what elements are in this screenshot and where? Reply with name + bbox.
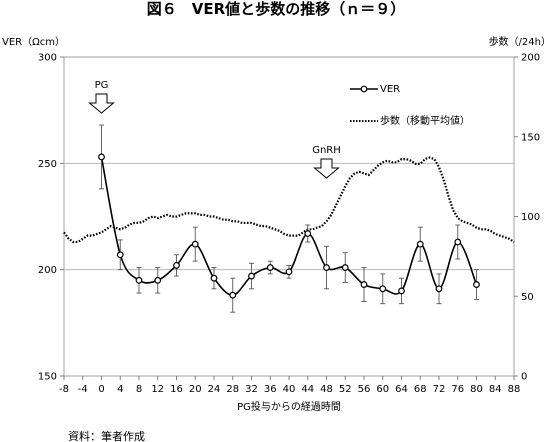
x-axis: -8 -4 0 4 8 12 16 20 24 28 32 36 40 44 48 52 56 60 64 68 72 7… <box>59 376 520 395</box>
x-tick-label: 88 <box>508 384 521 395</box>
legend-ver-marker <box>360 85 368 93</box>
ver-point <box>210 274 218 282</box>
left-tick-label: 300 <box>38 53 57 64</box>
x-tick-label: 76 <box>451 384 464 395</box>
x-tick-label: 84 <box>489 384 502 395</box>
ver-point <box>266 264 274 271</box>
x-tick-label: 0 <box>98 384 104 395</box>
right-tick-label: 150 <box>521 132 540 143</box>
right-axis: 0 50 100 150 200 <box>514 53 540 383</box>
ver-point <box>191 240 199 248</box>
x-tick-label: 56 <box>358 384 371 395</box>
right-tick-label: 100 <box>521 212 540 223</box>
ver-series <box>98 124 480 313</box>
x-tick-label: 24 <box>208 384 221 395</box>
x-tick-label: 40 <box>283 384 296 395</box>
x-tick-label: 72 <box>433 384 446 395</box>
legend: VER 歩数（移動平均値） <box>350 84 470 127</box>
ver-point <box>154 276 162 284</box>
x-tick-label: 44 <box>301 384 314 395</box>
legend-ver-label: VER <box>380 84 400 95</box>
ver-point <box>454 238 462 246</box>
ver-point <box>248 272 255 280</box>
ver-point <box>360 281 368 288</box>
x-tick-label: 8 <box>136 384 142 395</box>
x-tick-label: 68 <box>414 384 427 395</box>
left-tick-label: 250 <box>38 159 57 170</box>
legend-steps-label: 歩数（移動平均値） <box>380 114 470 127</box>
steps-series <box>63 156 515 244</box>
x-tick-label: -8 <box>59 384 69 395</box>
left-tick-label: 200 <box>38 265 57 276</box>
x-tick-label: 32 <box>245 384 258 395</box>
right-tick-label: 200 <box>521 53 540 64</box>
annotation-arrow <box>313 158 340 179</box>
plot-frame <box>63 56 515 377</box>
annotations: PG GnRH <box>88 80 341 179</box>
x-tick-label: 4 <box>117 384 123 395</box>
x-tick-label: -4 <box>78 384 88 395</box>
annotation-label: PG <box>95 80 109 91</box>
ver-point <box>173 262 180 269</box>
steps-line <box>63 156 515 244</box>
ver-point <box>98 153 105 161</box>
annotation-arrow <box>88 93 115 114</box>
x-tick-label: 48 <box>320 384 333 395</box>
ver-point <box>341 264 349 271</box>
ver-point <box>135 276 143 284</box>
source-note: 資料：筆者作成 <box>68 429 145 442</box>
x-axis-label: PG投与からの経過時間 <box>237 400 341 413</box>
x-tick-label: 12 <box>151 384 164 395</box>
x-tick-label: 20 <box>189 384 202 395</box>
annotation-label: GnRH <box>312 145 341 156</box>
chart-title: 図６ VER値と歩数の推移（ｎ＝９） <box>147 0 405 18</box>
ver-point <box>398 287 405 295</box>
ver-point <box>229 291 237 299</box>
ver-point <box>473 281 480 288</box>
ver-point <box>304 230 312 237</box>
right-tick-label: 50 <box>521 292 534 303</box>
ver-point <box>435 285 443 293</box>
x-tick-label: 64 <box>395 384 408 395</box>
x-tick-label: 28 <box>226 384 239 395</box>
left-tick-label: 150 <box>38 372 57 383</box>
x-tick-label: 16 <box>170 384 183 395</box>
x-tick-label: 36 <box>264 384 277 395</box>
ver-point <box>116 251 124 259</box>
left-axis-label: VER（Ωcm） <box>2 36 65 48</box>
left-axis: 150 200 250 300 <box>38 53 64 383</box>
x-tick-label: 52 <box>339 384 352 395</box>
right-axis-label: 歩数（/24h） <box>489 35 551 48</box>
x-tick-label: 60 <box>376 384 389 395</box>
ver-point <box>323 264 330 271</box>
right-tick-label: 0 <box>521 372 527 383</box>
gridlines <box>64 162 514 271</box>
ver-point <box>285 268 293 276</box>
x-tick-label: 80 <box>470 384 483 395</box>
ver-point <box>379 285 387 293</box>
ver-point <box>416 240 424 248</box>
